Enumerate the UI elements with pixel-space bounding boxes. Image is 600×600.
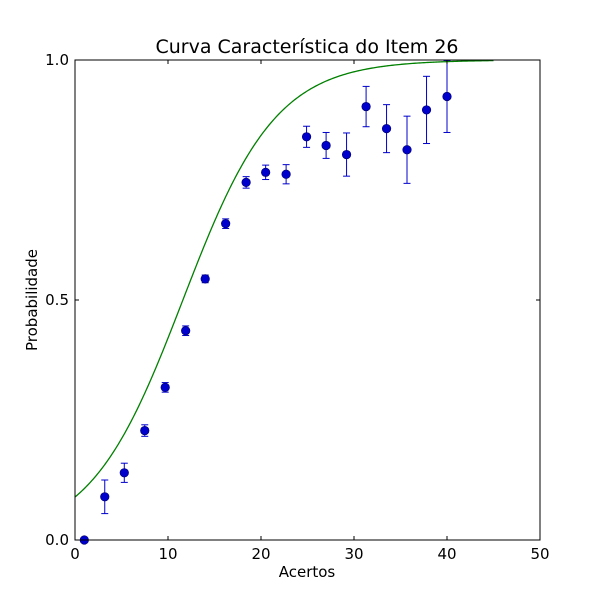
data-point [421,105,432,115]
data-point [301,132,312,142]
data-point [200,274,210,284]
y-tick-label: 0.0 [45,531,69,549]
tick-labels-layer: 0 10 20 30 40 50 0.0 0.5 1.0 [45,51,549,563]
y-tick-label: 1.0 [45,51,69,69]
x-tick-label: 40 [437,545,456,563]
x-axis-label: Acertos [279,563,336,581]
data-point [241,177,251,187]
plot-area [74,59,541,545]
curve-layer [74,59,494,498]
chart-title: Curva Característica do Item 26 [155,36,458,58]
data-point [341,149,352,160]
data-point [281,169,291,179]
x-tick-label: 0 [70,545,80,563]
data-point [381,124,392,134]
data-point [402,145,412,155]
x-tick-label: 50 [530,545,549,563]
data-point [221,219,231,229]
points-layer [79,59,452,545]
data-point [140,425,150,436]
x-tick-label: 10 [158,545,177,563]
data-point [160,382,170,392]
data-point [261,167,271,177]
x-tick-label: 20 [251,545,270,563]
fitted-curve [74,59,494,498]
data-point [181,326,191,336]
y-axis-label: Probabilidade [23,249,41,351]
data-point [100,492,110,502]
x-tick-label: 30 [344,545,363,563]
data-point [321,140,331,151]
data-point [119,468,129,478]
data-point [442,91,452,102]
y-tick-label: 0.5 [45,291,69,309]
ticks-layer [74,59,541,541]
data-point [361,101,371,112]
